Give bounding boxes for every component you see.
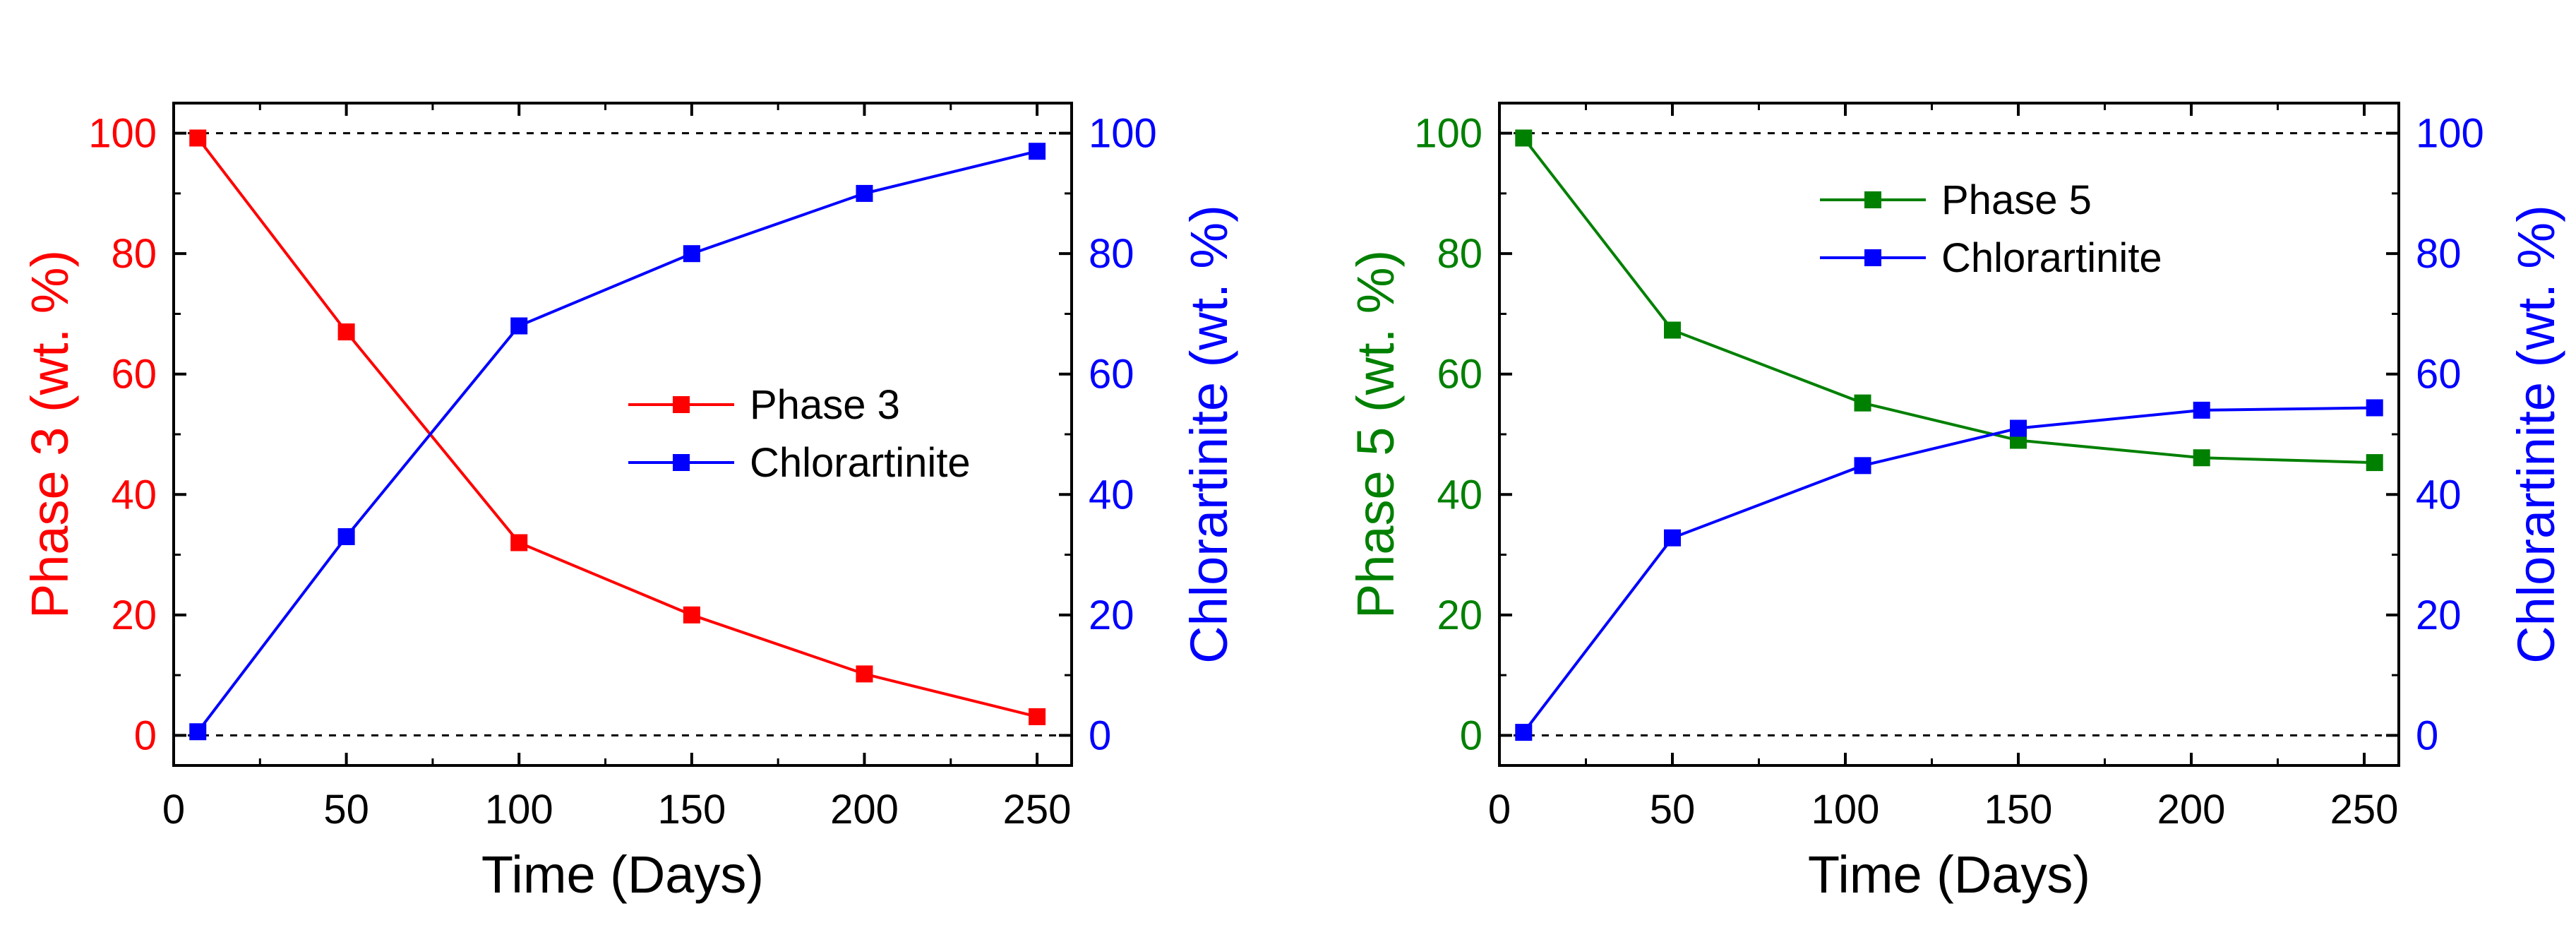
series-line (196, 150, 1038, 733)
data-point (1854, 394, 1871, 412)
data-point (2193, 449, 2210, 467)
data-point (1515, 129, 1533, 147)
x-tick-label: 250 (2330, 787, 2399, 833)
y-right-tick-label: 80 (1089, 231, 1134, 277)
data-point (683, 606, 700, 624)
data-point (683, 245, 700, 263)
y-left-axis-title: Phase 5 (wt. %) (1346, 250, 1405, 619)
y-left-tick-label: 100 (1414, 111, 1482, 157)
legend-label: Phase 5 (1941, 177, 2092, 223)
y-left-axis-title: Phase 3 (wt. %) (20, 250, 79, 619)
x-tick-label: 100 (485, 787, 553, 833)
data-point (337, 323, 355, 341)
y-left-tick-label: 0 (134, 713, 157, 758)
x-tick-label: 0 (162, 787, 185, 833)
y-right-tick-label: 20 (1089, 592, 1134, 638)
data-point (2366, 454, 2383, 472)
x-tick-label: 200 (830, 787, 899, 833)
y-left-tick-label: 0 (1460, 713, 1482, 758)
x-tick-label: 50 (1650, 787, 1696, 833)
data-point (1664, 529, 1681, 547)
y-right-tick-label: 100 (1089, 111, 1157, 157)
y-right-axis-title: Chlorartinite (wt. %) (1180, 205, 1238, 664)
data-point (1664, 321, 1681, 339)
y-right-tick-label: 60 (2416, 352, 2462, 398)
data-point (337, 527, 355, 545)
series-line (196, 137, 1038, 718)
y-right-tick-label: 20 (2416, 592, 2462, 638)
y-left-tick-label: 40 (111, 472, 157, 518)
y-right-tick-label: 40 (1089, 472, 1134, 518)
x-axis-title: Time (Days) (1808, 845, 2090, 904)
x-tick-label: 150 (657, 787, 726, 833)
x-tick-label: 200 (2157, 787, 2226, 833)
legend-label: Phase 3 (750, 382, 900, 428)
y-left-tick-label: 40 (1437, 472, 1482, 518)
y-right-tick-label: 80 (2416, 231, 2462, 277)
legend-marker (1864, 191, 1881, 208)
data-point (510, 534, 528, 552)
data-point (1854, 457, 1871, 475)
y-left-tick-label: 80 (111, 231, 157, 277)
data-point (189, 723, 207, 741)
data-point (1515, 724, 1533, 741)
data-point (2366, 399, 2383, 417)
data-point (1029, 708, 1046, 725)
x-axis-title: Time (Days) (481, 845, 764, 904)
y-right-tick-label: 100 (2416, 111, 2484, 157)
y-left-tick-label: 100 (88, 111, 157, 157)
y-left-tick-label: 60 (1437, 352, 1482, 398)
chart-panel-2: 0 50 100 150 200 250 0 20 40 60 80 100 0 20 40 60 80 100 T… (1346, 102, 2565, 904)
y-right-tick-label: 0 (2416, 713, 2438, 758)
legend-label: Chlorartinite (1941, 235, 2162, 281)
data-point (189, 129, 207, 147)
legend-marker (673, 454, 690, 471)
data-point (1029, 143, 1046, 160)
x-tick-label: 100 (1811, 787, 1880, 833)
legend-label: Chlorartinite (750, 440, 971, 486)
y-left-tick-label: 80 (1437, 231, 1482, 277)
y-right-tick-label: 0 (1089, 713, 1111, 758)
x-tick-label: 50 (323, 787, 369, 833)
x-tick-label: 0 (1488, 787, 1511, 833)
legend-marker (673, 396, 690, 413)
series-line (1522, 406, 2375, 734)
x-tick-label: 250 (1003, 787, 1072, 833)
data-point (856, 184, 873, 202)
series-line (1522, 137, 2375, 465)
y-right-tick-label: 40 (2416, 472, 2462, 518)
data-point (510, 317, 528, 335)
y-left-tick-label: 20 (1437, 592, 1482, 638)
data-point (2010, 419, 2027, 437)
legend-marker (1864, 249, 1881, 266)
chart-panel-1: 0 50 100 150 200 250 0 20 40 60 80 100 0 20 40 60 80 100 T… (20, 102, 1238, 904)
y-left-tick-label: 60 (111, 352, 157, 398)
data-point (2193, 401, 2210, 419)
data-point (856, 665, 873, 683)
plot-frame (172, 102, 1073, 767)
y-right-tick-label: 60 (1089, 352, 1134, 398)
x-tick-label: 150 (1984, 787, 2053, 833)
y-right-axis-title: Chlorartinite (wt. %) (2507, 205, 2565, 664)
y-left-tick-label: 20 (111, 592, 157, 638)
